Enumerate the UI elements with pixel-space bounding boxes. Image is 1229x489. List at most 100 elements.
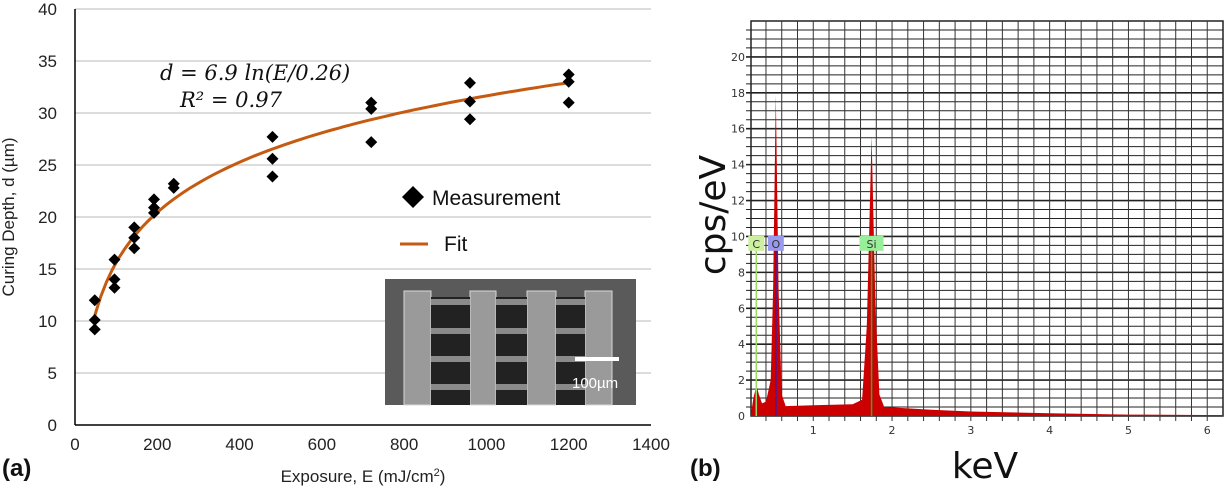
element-label-si: Si — [867, 238, 877, 251]
x-tick-label: 800 — [390, 435, 418, 454]
measurement-point — [266, 152, 279, 165]
element-tag-si — [859, 235, 884, 251]
measurement-point — [147, 206, 160, 219]
measurement-point — [365, 96, 378, 109]
x-tick-label: 1400 — [632, 435, 670, 454]
measurement-point — [562, 68, 575, 81]
x-tick-label: 600 — [308, 435, 336, 454]
y-tick-label: 30 — [38, 104, 57, 123]
scale-bar — [575, 357, 619, 361]
measurement-point — [266, 170, 279, 183]
scale-bar-label: 100µm — [572, 375, 618, 392]
y-tick-label: 40 — [38, 0, 57, 19]
panel-label-b: (b) — [690, 455, 721, 482]
left-x-axis-label: Exposure, E (mJ/cm2) — [281, 467, 446, 486]
sem-strip — [469, 290, 497, 406]
x-tick-label: 0 — [70, 435, 79, 454]
sem-strip — [526, 290, 557, 406]
measurement-points — [88, 68, 575, 336]
r-squared: R² = 0.97 — [179, 88, 283, 112]
y-tick-label: 2 — [738, 374, 745, 387]
x-tick-label: 3 — [967, 424, 974, 437]
sem-crossbar — [496, 299, 527, 305]
y-tick-label: 12 — [731, 195, 745, 208]
measurement-point — [108, 253, 121, 266]
measurement-point — [108, 273, 121, 286]
left-y-axis-label: Curing Depth, d (µm) — [0, 137, 18, 296]
measurement-point — [147, 193, 160, 206]
y-tick-label: 4 — [738, 338, 745, 351]
measurement-point — [88, 294, 101, 307]
x-tick-label: 400 — [225, 435, 253, 454]
legend: Measurement Fit — [400, 186, 561, 256]
measurement-point — [365, 136, 378, 149]
y-tick-label: 15 — [38, 260, 57, 279]
x-tick-label: 6 — [1204, 424, 1211, 437]
sem-strip — [584, 290, 613, 406]
measurement-point — [266, 130, 279, 143]
element-label-o: O — [771, 238, 780, 251]
right-y-axis-label: cps/eV — [693, 154, 734, 275]
fit-equation: d = 6.9 ln(E/0.26) — [160, 61, 350, 85]
measurement-point — [88, 323, 101, 336]
measurement-point — [463, 113, 476, 126]
measurement-point — [562, 96, 575, 109]
element-markers: C O Si — [748, 235, 884, 416]
sem-crossbar — [556, 328, 585, 334]
sem-crossbar — [431, 356, 470, 362]
y-tick-label: 0 — [738, 410, 745, 423]
y-tick-label: 16 — [731, 123, 745, 136]
measurement-point — [463, 76, 476, 89]
y-tick-label: 18 — [731, 87, 745, 100]
y-tick-label: 10 — [731, 230, 745, 243]
sem-crossbar — [496, 328, 527, 334]
sem-crossbar — [556, 356, 585, 362]
sem-crossbar — [431, 328, 470, 334]
x-tick-label: 200 — [143, 435, 171, 454]
y-tick-label: 14 — [731, 159, 745, 172]
y-tick-label: 10 — [38, 312, 57, 331]
element-tag-o — [767, 235, 784, 251]
sem-inset-image: 100µm — [385, 279, 636, 406]
y-tick-label: 8 — [738, 266, 745, 279]
sem-crossbar — [431, 384, 470, 390]
y-tick-label: 5 — [48, 364, 57, 383]
sem-crossbar — [556, 384, 585, 390]
sem-crossbar — [431, 299, 470, 305]
legend-diamond-marker — [402, 186, 424, 208]
y-tick-label: 6 — [738, 302, 745, 315]
y-tick-label: 25 — [38, 156, 57, 175]
left-gridlines — [75, 8, 651, 374]
measurement-point — [167, 181, 180, 194]
sem-crossbar — [496, 356, 527, 362]
legend-fit: Fit — [444, 233, 467, 256]
measurement-point — [562, 75, 575, 88]
legend-measurement: Measurement — [432, 187, 561, 210]
x-tick-label: 1200 — [550, 435, 588, 454]
panel-label-a: (a) — [2, 455, 31, 482]
sem-crossbar — [556, 299, 585, 305]
right-gridlines — [746, 20, 1224, 421]
measurement-point — [128, 242, 141, 255]
measurement-point — [128, 231, 141, 244]
x-tick-label: 2 — [889, 424, 896, 437]
y-tick-label: 20 — [38, 208, 57, 227]
x-tick-label: 4 — [1046, 424, 1053, 437]
sem-lattice — [403, 290, 613, 406]
spectrum-area — [751, 94, 1223, 416]
x-tick-label: 1000 — [468, 435, 506, 454]
right-x-axis-label: keV — [952, 446, 1019, 487]
element-label-c: C — [752, 238, 760, 251]
y-tick-label: 0 — [48, 416, 57, 435]
y-tick-label: 20 — [731, 51, 745, 64]
measurement-point — [365, 102, 378, 115]
x-tick-label: 1 — [810, 424, 817, 437]
element-tag-c — [748, 235, 765, 251]
sem-crossbar — [496, 384, 527, 390]
measurement-point — [108, 281, 121, 294]
measurement-point — [88, 313, 101, 326]
measurement-point — [463, 95, 476, 108]
